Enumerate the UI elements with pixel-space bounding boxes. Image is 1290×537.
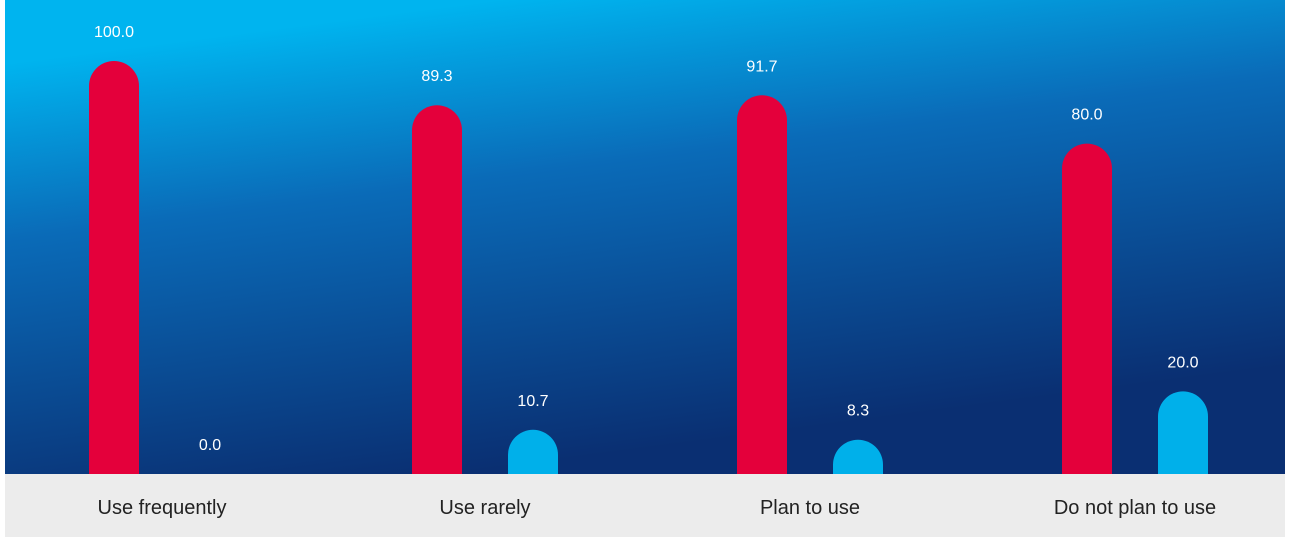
value-label: 80.0 bbox=[1071, 107, 1102, 124]
category-band bbox=[5, 474, 1285, 537]
bar-series-1-use-frequently bbox=[89, 61, 139, 474]
category-label-do-not-plan-to-use: Do not plan to use bbox=[1054, 497, 1216, 519]
bar-series-1-plan-to-use bbox=[737, 95, 787, 475]
category-label-use-rarely: Use rarely bbox=[439, 497, 530, 519]
bars-layer bbox=[89, 61, 1208, 475]
value-label: 20.0 bbox=[1167, 354, 1198, 371]
value-labels-layer: 100.0 89.3 91.7 80.0 0.0 10.7 8.3 20.0 bbox=[94, 24, 1199, 454]
value-label: 91.7 bbox=[746, 58, 777, 75]
category-label-plan-to-use: Plan to use bbox=[760, 497, 860, 519]
value-label: 10.7 bbox=[517, 393, 548, 410]
bar-series-2-use-rarely bbox=[508, 429, 558, 474]
bar-series-1-use-rarely bbox=[412, 105, 462, 475]
bar-series-1-do-not-plan-to-use bbox=[1062, 143, 1112, 474]
value-label: 8.3 bbox=[847, 403, 869, 420]
bar-series-2-plan-to-use bbox=[833, 439, 883, 474]
bar-series-2-do-not-plan-to-use bbox=[1158, 391, 1208, 474]
value-label: 0.0 bbox=[199, 437, 221, 454]
value-label: 89.3 bbox=[421, 68, 452, 85]
value-label: 100.0 bbox=[94, 24, 134, 41]
category-labels-layer: Use frequently Use rarely Plan to use Do no… bbox=[98, 497, 1217, 519]
category-label-use-frequently: Use frequently bbox=[98, 497, 227, 519]
